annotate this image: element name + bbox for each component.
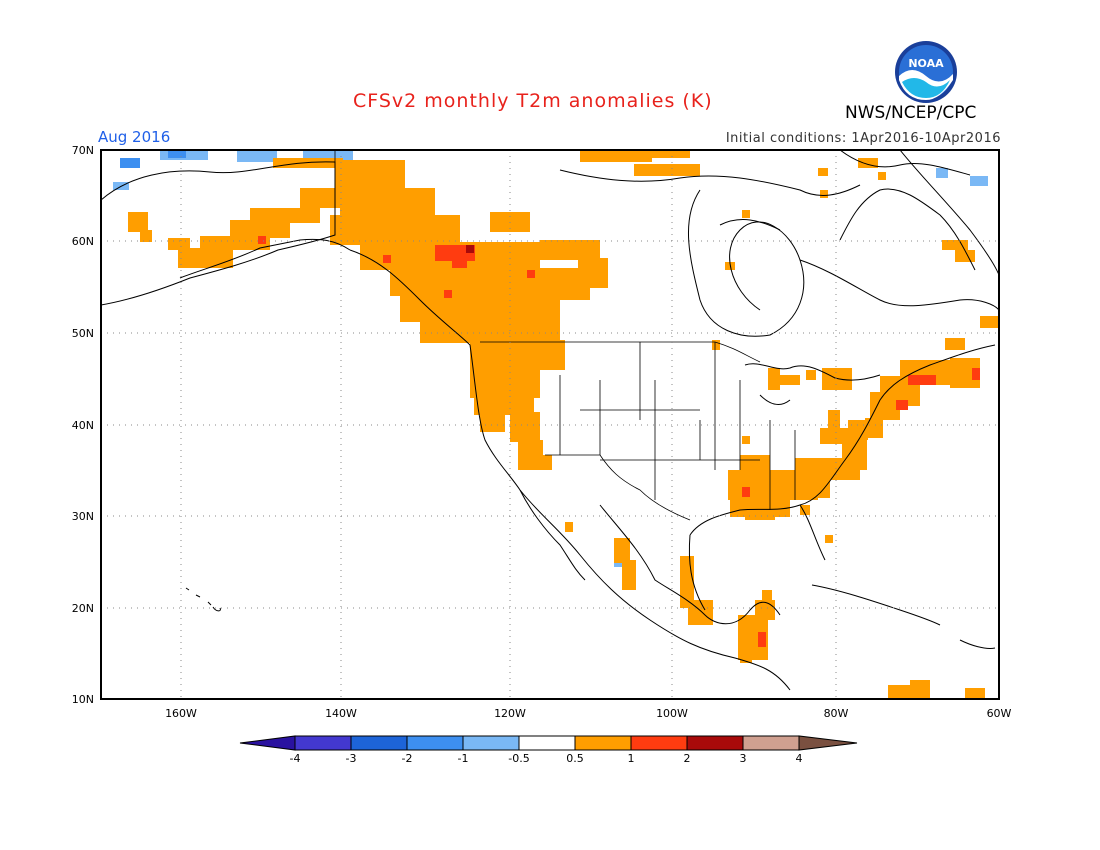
colorbar-label: 4	[796, 752, 803, 765]
colorbar-high-arrow	[798, 735, 858, 751]
colorbar-label: -1	[458, 752, 469, 765]
moderate-warm-anomaly-layer	[258, 236, 980, 647]
lat-tick-label: 70N	[72, 144, 94, 157]
colorbar-segment	[462, 735, 520, 751]
lat-tick-label: 50N	[72, 327, 94, 340]
moderate-cool-anomaly-layer	[120, 150, 186, 168]
colorbar-label: 2	[684, 752, 691, 765]
political-borders	[334, 150, 796, 521]
map-title: CFSv2 monthly T2m anomalies (K)	[353, 90, 713, 112]
lat-tick-label: 60N	[72, 235, 94, 248]
lon-tick-label: 120W	[494, 707, 526, 720]
noaa-logo-text: NOAA	[908, 57, 944, 70]
colorbar-label: 0.5	[566, 752, 584, 765]
lon-tick-label: 80W	[824, 707, 849, 720]
colorbar-segment	[518, 735, 576, 751]
colorbar-label: 1	[628, 752, 635, 765]
lat-tick-label: 40N	[72, 419, 94, 432]
colorbar-label: -4	[290, 752, 301, 765]
map-frame	[100, 149, 1000, 700]
anomaly-field	[113, 150, 999, 699]
coastlines	[101, 150, 999, 691]
color-legend: -4 -3 -2 -1 -0.5 0.5 1 2 3 4	[239, 735, 858, 765]
lon-tick-label: 60W	[987, 707, 1012, 720]
colorbar-segment	[574, 735, 632, 751]
colorbar-segment	[350, 735, 408, 751]
colorbar-segment	[294, 735, 352, 751]
lat-tick-label: 20N	[72, 602, 94, 615]
lat-ticks: 70N 60N 50N 40N 30N 20N 10N	[72, 144, 94, 706]
colorbar-low-arrow	[239, 735, 296, 751]
colorbar-label: -3	[346, 752, 357, 765]
lon-ticks: 160W 140W 120W 100W 80W 60W	[165, 707, 1011, 720]
colorbar-label: -0.5	[508, 752, 529, 765]
lon-tick-label: 160W	[165, 707, 197, 720]
colorbar-label: -2	[402, 752, 413, 765]
noaa-logo: NOAA	[895, 41, 957, 103]
lon-tick-label: 100W	[656, 707, 688, 720]
lon-tick-label: 140W	[325, 707, 357, 720]
lat-tick-label: 30N	[72, 510, 94, 523]
colorbar-segment	[406, 735, 464, 751]
valid-month-label: Aug 2016	[98, 128, 171, 146]
strong-warm-anomaly-layer	[466, 245, 474, 253]
initial-conditions-label: Initial conditions: 1Apr2016-10Apr2016	[725, 131, 1001, 146]
colorbar-label: 3	[740, 752, 747, 765]
colorbar-segment	[630, 735, 688, 751]
lat-tick-label: 10N	[72, 693, 94, 706]
colorbar-segment	[742, 735, 800, 751]
agency-label: NWS/NCEP/CPC	[845, 103, 977, 123]
colorbar-segment	[686, 735, 744, 751]
